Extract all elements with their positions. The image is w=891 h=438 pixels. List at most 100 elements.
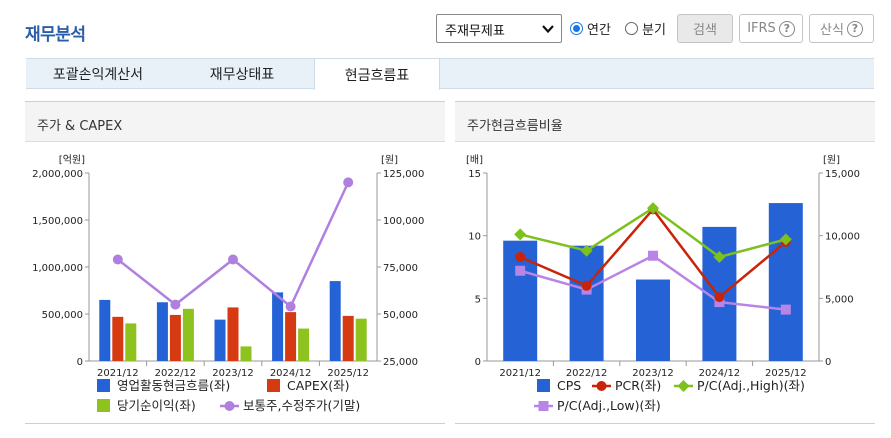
y-tick-label-left: 10 — [468, 232, 481, 243]
bar-cps — [768, 203, 803, 361]
formula-button[interactable]: 산식 ? — [809, 14, 874, 43]
y-tick-label-right: 5,000 — [825, 294, 854, 305]
point-p-c-high — [580, 244, 593, 257]
tab-cash-flow[interactable]: 현금흐름표 — [314, 59, 440, 90]
bar-operating-cf — [99, 299, 111, 361]
radio-annual[interactable]: 연간 — [570, 19, 611, 38]
panel-price-cashflow-ratio: 주가현금흐름비율 — [455, 101, 875, 424]
bar-capex — [169, 314, 181, 361]
bar-capex — [227, 307, 239, 361]
x-tick-label: 2023/12 — [212, 368, 254, 379]
point-adjusted-price — [228, 254, 238, 265]
y-tick-label-right: 0 — [825, 357, 831, 368]
point-p-c-high — [713, 250, 726, 263]
panel-divider — [455, 423, 875, 424]
y-axis-left-unit: [억원] — [59, 154, 85, 166]
search-button[interactable]: 검색 — [677, 14, 733, 43]
bar-capex — [285, 312, 297, 361]
radio-quarter-dot[interactable] — [625, 22, 638, 35]
panel-divider — [25, 423, 445, 424]
radio-quarter[interactable]: 분기 — [625, 19, 666, 38]
bar-net-income — [240, 346, 252, 361]
legend-label: CPS — [557, 378, 581, 393]
legend-label: 보통주,수정주가(기말) — [243, 398, 360, 413]
legend-label: P/C(Adj.,Low)(좌) — [557, 398, 661, 413]
statement-type-value: 주재무제표 — [445, 24, 505, 39]
point-adjusted-price — [170, 299, 181, 310]
legend-label: CAPEX(좌) — [287, 378, 350, 393]
legend-label: 당기순이익(좌) — [117, 398, 196, 413]
help-icon: ? — [846, 20, 863, 37]
bar-net-income — [298, 328, 310, 361]
point-p-c-high — [514, 228, 527, 241]
line-p-c-high — [519, 206, 787, 259]
x-tick-label: 2024/12 — [699, 368, 741, 379]
statement-type-select[interactable]: 주재무제표 — [436, 14, 562, 43]
tab-balance-sheet[interactable]: 재무상태표 — [209, 67, 275, 83]
point-adjusted-price — [343, 177, 354, 188]
y-tick-label-left: 0 — [77, 357, 83, 368]
legend-label: 영업활동현금흐름(좌) — [117, 378, 230, 393]
radio-quarter-label: 분기 — [642, 23, 666, 38]
bar-capex — [342, 315, 354, 361]
tab-income-statement[interactable]: 포괄손익계산서 — [52, 67, 144, 83]
bar-net-income — [125, 323, 137, 361]
panel-price-capex: 주가 & CAPEX — [25, 101, 445, 424]
point-p-c-low — [780, 304, 791, 315]
x-tick-label: 2025/12 — [765, 368, 807, 379]
x-tick-label: 2022/12 — [155, 368, 197, 379]
page-title: 재무분석 — [25, 25, 86, 45]
legend-label: PCR(좌) — [615, 378, 661, 393]
help-icon: ? — [778, 20, 795, 37]
toolbar: 재무분석 주재무제표 연간 분기 검색 IFRS ? 산식 ? — [0, 0, 891, 58]
chevron-down-icon — [542, 25, 554, 34]
formula-label: 산식 — [820, 23, 844, 38]
y-tick-label-left: 5 — [475, 294, 481, 305]
x-tick-label: 2023/12 — [632, 368, 674, 379]
point-p-c-low — [648, 250, 658, 261]
legend-swatch-marker — [538, 401, 549, 411]
x-tick-label: 2025/12 — [327, 368, 369, 379]
bar-operating-cf — [156, 302, 168, 361]
y-tick-label-left: 1,500,000 — [32, 216, 83, 227]
point-pcr — [515, 251, 526, 262]
bar-cps — [636, 279, 670, 361]
y-tick-label-right: 10,000 — [825, 232, 860, 243]
x-tick-label: 2021/12 — [499, 368, 541, 379]
x-tick-label: 2021/12 — [97, 368, 139, 379]
point-pcr — [714, 292, 725, 303]
bar-net-income — [355, 318, 367, 361]
statement-tabs: 포괄손익계산서 재무상태표 현금흐름표 — [26, 58, 874, 90]
x-tick-label: 2024/12 — [270, 368, 312, 379]
point-adjusted-price — [285, 301, 296, 312]
legend-swatch-marker — [677, 380, 690, 392]
y-axis-right-unit: [원] — [823, 154, 840, 166]
legend-label: P/C(Adj.,High)(좌) — [697, 378, 805, 393]
y-axis-right-unit: [원] — [381, 154, 398, 166]
radio-annual-label: 연간 — [587, 23, 611, 38]
panel-title: 주가 & CAPEX — [25, 102, 445, 142]
y-tick-label-right: 25,000 — [383, 357, 418, 368]
bar-operating-cf — [214, 319, 226, 361]
bar-capex — [112, 316, 124, 361]
chart-price-cashflow-ratio: 0 5 10 15 0 5,000 10,000 15,000 [배] [원] 2021/12 202… — [466, 154, 860, 413]
y-tick-label-right: 125,000 — [383, 169, 424, 180]
ifrs-button[interactable]: IFRS ? — [739, 14, 803, 43]
radio-annual-dot[interactable] — [570, 22, 583, 35]
y-tick-label-left: 2,000,000 — [32, 169, 83, 180]
panel-title: 주가현금흐름비율 — [455, 102, 875, 142]
y-tick-label-left: 0 — [475, 357, 481, 368]
bar-cps — [569, 245, 604, 361]
point-adjusted-price — [112, 254, 123, 265]
legend-swatch — [97, 379, 110, 392]
point-pcr — [581, 280, 592, 291]
y-tick-label-left: 1,000,000 — [32, 263, 83, 274]
point-p-c-low — [515, 265, 526, 276]
bar-operating-cf — [272, 292, 284, 361]
y-tick-label-left: 15 — [468, 169, 481, 180]
y-tick-label-right: 50,000 — [383, 310, 418, 321]
chart-price-capex: 0 500,000 1,000,000 1,500,000 2,000,000 25,00… — [32, 154, 424, 413]
bar-net-income — [182, 308, 194, 361]
y-tick-label-right: 15,000 — [825, 169, 860, 180]
legend-swatch — [267, 379, 280, 392]
